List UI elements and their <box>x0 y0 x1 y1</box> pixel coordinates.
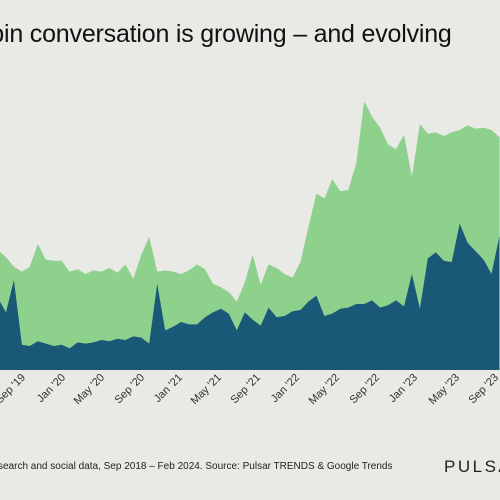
x-tick-label: May '22 <box>307 372 342 407</box>
x-tick-label: Sep '21 <box>228 372 263 407</box>
x-tick-label: Sep '19 <box>0 372 28 407</box>
x-tick-label: Sep '22 <box>347 372 382 407</box>
x-tick-label: May '20 <box>72 372 107 407</box>
x-tick-label: May '23 <box>427 372 462 407</box>
source-note: search and social data, Sep 2018 – Feb 2… <box>0 461 393 472</box>
series-area-1 <box>0 223 500 370</box>
x-tick-label: Jan '21 <box>152 372 185 405</box>
x-tick-label: Sep '20 <box>112 372 147 407</box>
x-axis: Sep '19 Jan '20 May '20 Sep '20 Jan '21 May '… <box>0 372 500 407</box>
chart-title: ybin conversation is growing – and evolv… <box>0 20 452 48</box>
pulsar-logo: PULSA <box>444 457 500 476</box>
x-tick-label: May '21 <box>189 372 224 407</box>
plot-areas <box>0 101 500 370</box>
x-tick-label: Jan '20 <box>35 372 68 405</box>
x-tick-label: Jan '23 <box>387 372 420 405</box>
x-tick-label: Sep '23 <box>466 372 500 407</box>
x-tick-label: Jan '22 <box>269 372 302 405</box>
